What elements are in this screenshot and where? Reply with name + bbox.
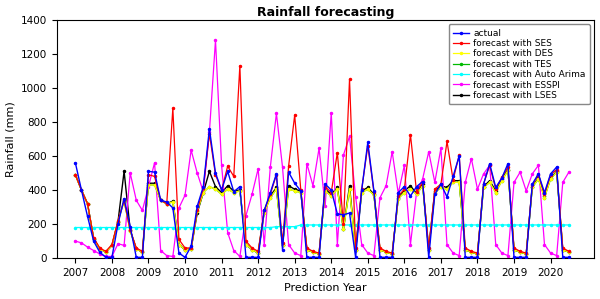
Title: Rainfall forecasting: Rainfall forecasting	[257, 6, 394, 19]
forecast with LSES	[565, 250, 572, 254]
forecast with TES	[72, 173, 79, 176]
actual	[468, 256, 475, 259]
actual	[206, 127, 213, 131]
forecast with Auto Arima	[297, 223, 304, 227]
forecast with Auto Arima	[565, 223, 572, 227]
forecast with ESSPI	[224, 231, 231, 234]
Line: actual: actual	[73, 127, 571, 260]
forecast with SES	[212, 173, 219, 176]
forecast with Auto Arima	[310, 223, 317, 227]
Y-axis label: Rainfall (mm): Rainfall (mm)	[5, 101, 16, 177]
forecast with SES	[565, 250, 572, 253]
forecast with Auto Arima	[212, 226, 219, 229]
Legend: actual, forecast with SES, forecast with DES, forecast with TES, forecast with A: actual, forecast with SES, forecast with…	[449, 24, 590, 104]
forecast with ESSPI	[565, 170, 572, 174]
forecast with TES	[461, 248, 469, 251]
actual	[72, 161, 79, 164]
forecast with ESSPI	[468, 157, 475, 160]
forecast with DES	[474, 252, 481, 256]
Line: forecast with DES: forecast with DES	[73, 168, 571, 256]
actual	[102, 256, 109, 259]
forecast with LSES	[188, 247, 195, 251]
forecast with DES	[303, 248, 310, 251]
forecast with ESSPI	[218, 164, 225, 167]
forecast with LSES	[461, 248, 469, 251]
forecast with DES	[461, 248, 469, 251]
forecast with ESSPI	[480, 172, 487, 176]
forecast with TES	[303, 248, 310, 251]
forecast with DES	[316, 252, 323, 256]
actual	[565, 256, 572, 259]
forecast with ESSPI	[72, 239, 79, 243]
forecast with ESSPI	[194, 171, 201, 175]
forecast with SES	[480, 182, 487, 186]
forecast with SES	[468, 250, 475, 253]
forecast with SES	[188, 246, 195, 250]
forecast with TES	[474, 252, 481, 256]
actual	[194, 205, 201, 208]
forecast with LSES	[72, 173, 79, 176]
forecast with TES	[505, 169, 512, 172]
forecast with LSES	[206, 170, 213, 173]
forecast with SES	[206, 132, 213, 136]
forecast with TES	[316, 252, 323, 256]
forecast with Auto Arima	[461, 223, 469, 227]
forecast with Auto Arima	[188, 226, 195, 229]
forecast with TES	[206, 185, 213, 188]
forecast with Auto Arima	[474, 223, 481, 227]
Line: forecast with ESSPI: forecast with ESSPI	[73, 38, 571, 259]
forecast with LSES	[303, 248, 310, 251]
actual	[224, 170, 231, 173]
forecast with DES	[505, 169, 512, 172]
forecast with ESSPI	[316, 147, 323, 150]
Line: forecast with Auto Arima: forecast with Auto Arima	[73, 223, 571, 230]
forecast with ESSPI	[212, 38, 219, 42]
forecast with LSES	[505, 168, 512, 171]
forecast with DES	[188, 247, 195, 251]
actual	[316, 256, 323, 259]
forecast with LSES	[316, 252, 323, 256]
forecast with Auto Arima	[206, 226, 213, 229]
forecast with SES	[236, 64, 244, 68]
X-axis label: Prediction Year: Prediction Year	[284, 283, 367, 293]
forecast with SES	[72, 173, 79, 176]
forecast with Auto Arima	[72, 226, 79, 229]
actual	[480, 182, 487, 186]
forecast with DES	[206, 185, 213, 188]
forecast with TES	[565, 250, 572, 254]
forecast with LSES	[212, 185, 219, 188]
Line: forecast with SES: forecast with SES	[73, 64, 571, 255]
forecast with TES	[188, 247, 195, 251]
forecast with DES	[72, 173, 79, 176]
Line: forecast with LSES: forecast with LSES	[73, 167, 571, 256]
forecast with SES	[310, 250, 317, 253]
forecast with DES	[565, 250, 572, 254]
actual	[218, 188, 225, 192]
Line: forecast with TES: forecast with TES	[73, 168, 571, 256]
forecast with TES	[212, 187, 219, 191]
forecast with ESSPI	[102, 255, 109, 258]
forecast with DES	[212, 187, 219, 191]
forecast with LSES	[474, 252, 481, 256]
forecast with SES	[316, 251, 323, 255]
